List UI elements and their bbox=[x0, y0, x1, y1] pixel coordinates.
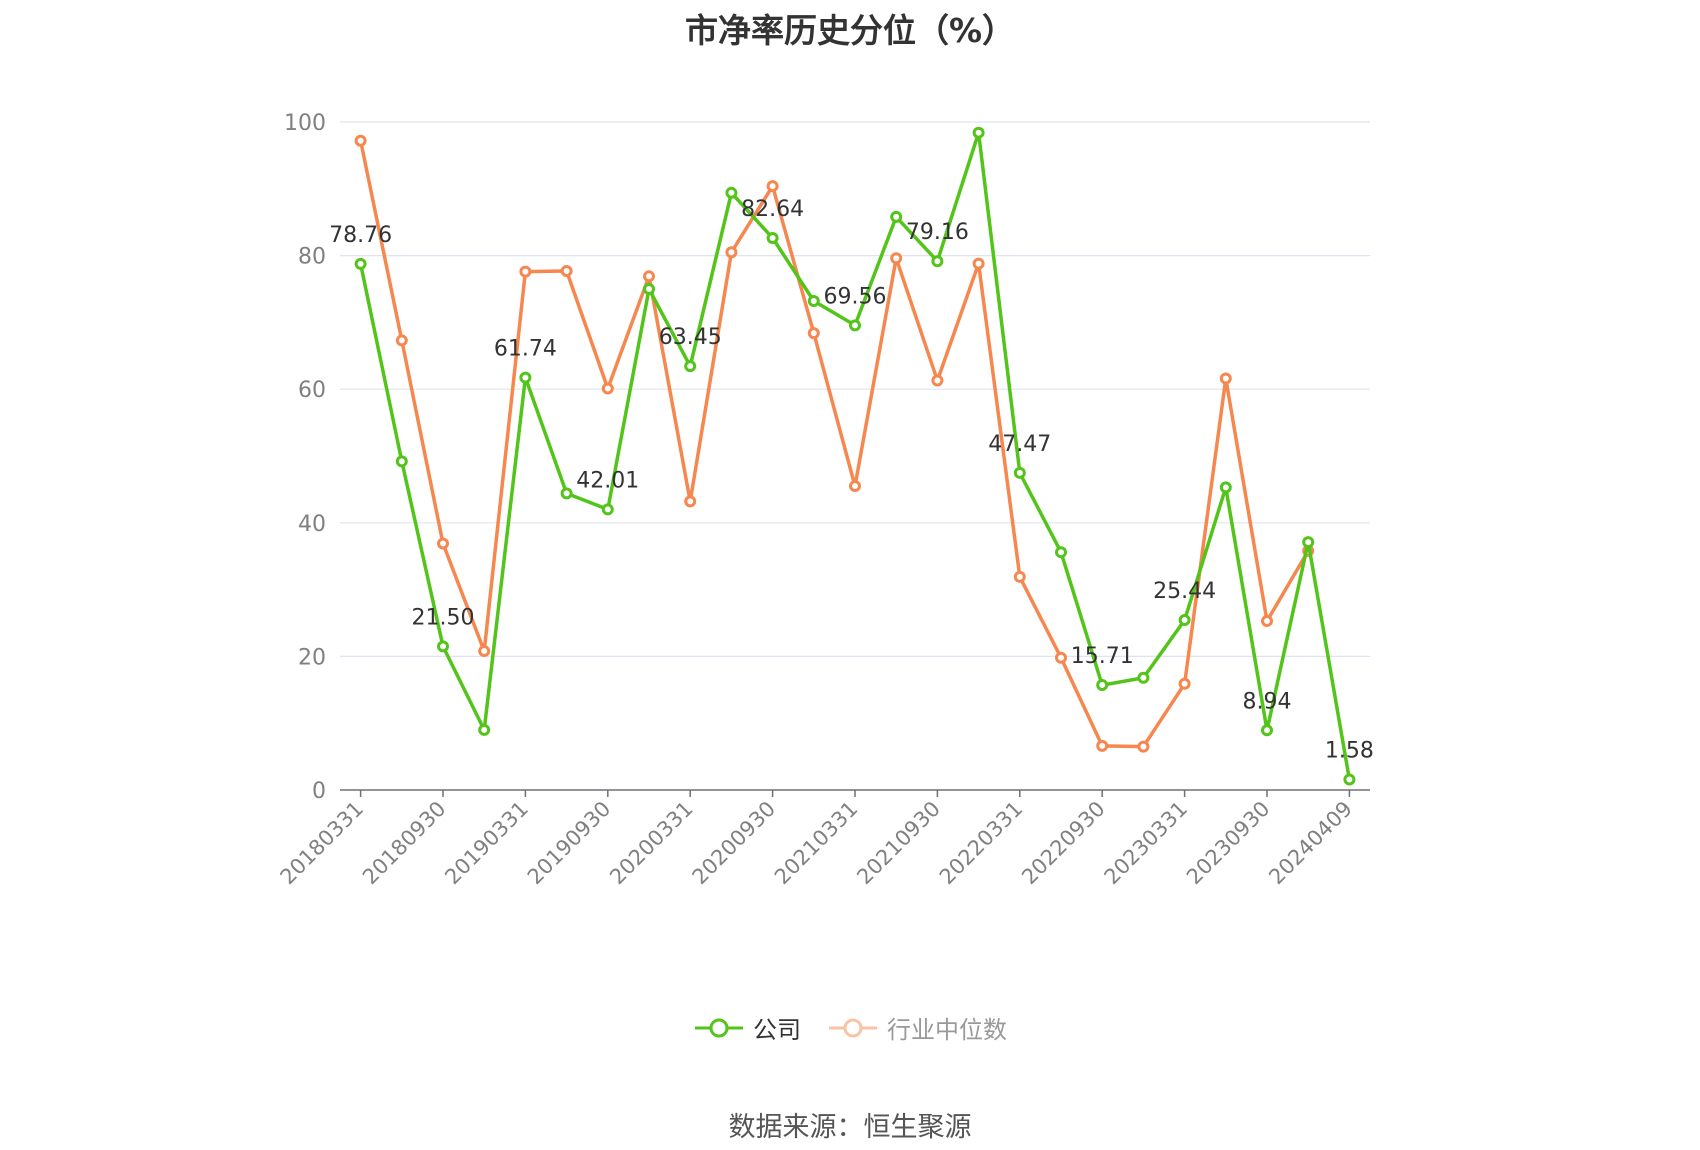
legend-item-industry-median[interactable]: 行业中位数 bbox=[827, 1010, 1007, 1045]
company-data-label: 61.74 bbox=[494, 337, 557, 362]
series-lines bbox=[354, 126, 1356, 786]
company-point bbox=[972, 126, 985, 139]
industry-median-point bbox=[1178, 677, 1191, 690]
company-point bbox=[437, 640, 449, 653]
chart-title: 市净率历史分位（%） bbox=[684, 11, 1016, 50]
industry-median-point bbox=[972, 257, 985, 270]
industry-median-point bbox=[807, 327, 820, 340]
industry-median-point bbox=[478, 645, 491, 658]
x-tick-label: 20190930 bbox=[523, 797, 616, 890]
company-point bbox=[1261, 724, 1273, 737]
company-point bbox=[890, 210, 903, 223]
axes: 0 20 40 60 80 100 2018033120180930201903312019… bbox=[276, 111, 1370, 889]
company-point bbox=[601, 503, 614, 516]
company-point bbox=[1096, 679, 1109, 692]
industry-median-point bbox=[931, 374, 944, 387]
company-point bbox=[1219, 481, 1232, 494]
industry-median-point bbox=[684, 495, 697, 508]
y-tick-label: 20 bbox=[298, 645, 326, 670]
industry-median-point bbox=[1219, 372, 1232, 385]
company-point bbox=[1178, 614, 1191, 627]
x-tick-label: 20230331 bbox=[1100, 797, 1193, 890]
x-tick-label: 20190331 bbox=[440, 797, 533, 890]
industry-median-point bbox=[1055, 651, 1067, 664]
industry-median-point bbox=[437, 537, 449, 550]
legend-industry-marker-icon bbox=[829, 1018, 877, 1037]
company-data-label: 15.71 bbox=[1071, 644, 1134, 669]
legend: 公司 行业中位数 bbox=[0, 1010, 1700, 1045]
x-tick-label: 20210930 bbox=[852, 797, 945, 890]
industry-median-point bbox=[725, 246, 738, 259]
x-tick-label: 20180930 bbox=[358, 797, 451, 890]
company-point bbox=[931, 255, 944, 268]
x-tick-label: 20180331 bbox=[276, 797, 369, 890]
company-point bbox=[684, 360, 697, 373]
company-data-label: 1.58 bbox=[1325, 738, 1374, 763]
company-data-label: 25.44 bbox=[1153, 579, 1216, 604]
company-point bbox=[1013, 466, 1026, 479]
x-tick-label: 20220930 bbox=[1017, 797, 1110, 890]
industry-median-point bbox=[849, 480, 861, 493]
legend-company-label: 公司 bbox=[753, 1016, 801, 1044]
company-point bbox=[807, 295, 820, 308]
industry-median-point bbox=[1137, 740, 1150, 753]
company-data-label: 8.94 bbox=[1243, 689, 1292, 714]
company-line bbox=[358, 130, 1352, 780]
x-tick-label: 20200331 bbox=[605, 797, 698, 890]
y-tick-label: 40 bbox=[298, 512, 326, 537]
company-data-label: 69.56 bbox=[824, 284, 887, 309]
company-data-label: 78.76 bbox=[329, 223, 392, 248]
company-data-label: 42.01 bbox=[576, 468, 639, 493]
company-point bbox=[560, 487, 573, 500]
industry-median-point bbox=[395, 334, 408, 347]
company-point bbox=[849, 319, 861, 332]
company-data-label: 63.45 bbox=[659, 325, 722, 350]
company-point bbox=[643, 283, 655, 295]
company-point bbox=[766, 231, 779, 244]
x-tick-label: 20200930 bbox=[688, 797, 781, 890]
company-point bbox=[1137, 671, 1150, 684]
industry-median-point bbox=[766, 180, 779, 193]
industry-median-point bbox=[1013, 570, 1026, 583]
x-tick-label: 20240409 bbox=[1264, 797, 1357, 890]
company-data-label: 82.64 bbox=[741, 197, 804, 222]
source-note: 数据来源：恒生聚源 bbox=[728, 1112, 972, 1143]
company-data-label: 79.16 bbox=[906, 220, 969, 245]
company-point bbox=[478, 723, 491, 736]
x-tick-label: 20230930 bbox=[1182, 797, 1275, 890]
legend-company-marker-icon bbox=[695, 1018, 743, 1037]
company-point bbox=[1302, 536, 1315, 549]
x-tick-label: 20220331 bbox=[935, 797, 1028, 890]
industry-median-point bbox=[560, 264, 573, 277]
company-point bbox=[1343, 773, 1356, 786]
y-tick-label: 0 bbox=[312, 779, 326, 804]
industry-median-line bbox=[358, 140, 1310, 749]
company-point bbox=[354, 257, 367, 270]
industry-median-point bbox=[890, 252, 903, 265]
company-data-label: 47.47 bbox=[988, 432, 1051, 457]
legend-industry-label: 行业中位数 bbox=[887, 1016, 1007, 1044]
grid-lines bbox=[340, 121, 1370, 658]
industry-median-point bbox=[643, 270, 655, 283]
company-point bbox=[395, 455, 408, 468]
industry-median-point bbox=[354, 134, 367, 147]
industry-median-point bbox=[519, 265, 532, 278]
y-tick-label: 60 bbox=[298, 378, 326, 403]
industry-median-point bbox=[1096, 739, 1109, 752]
x-tick-label: 20210331 bbox=[770, 797, 863, 890]
company-point bbox=[1055, 546, 1067, 559]
company-point bbox=[519, 371, 532, 384]
company-point bbox=[725, 186, 738, 199]
industry-median-point bbox=[1261, 614, 1273, 627]
company-data-label: 21.50 bbox=[412, 605, 475, 630]
y-tick-label: 100 bbox=[284, 111, 326, 136]
industry-median-point bbox=[601, 382, 614, 395]
data-labels: 78.76 21.50 61.74 42.01 63.45 82.64 69.56 79.16… bbox=[329, 197, 1374, 763]
y-tick-label: 80 bbox=[298, 245, 326, 270]
legend-item-company[interactable]: 公司 bbox=[693, 1010, 801, 1045]
